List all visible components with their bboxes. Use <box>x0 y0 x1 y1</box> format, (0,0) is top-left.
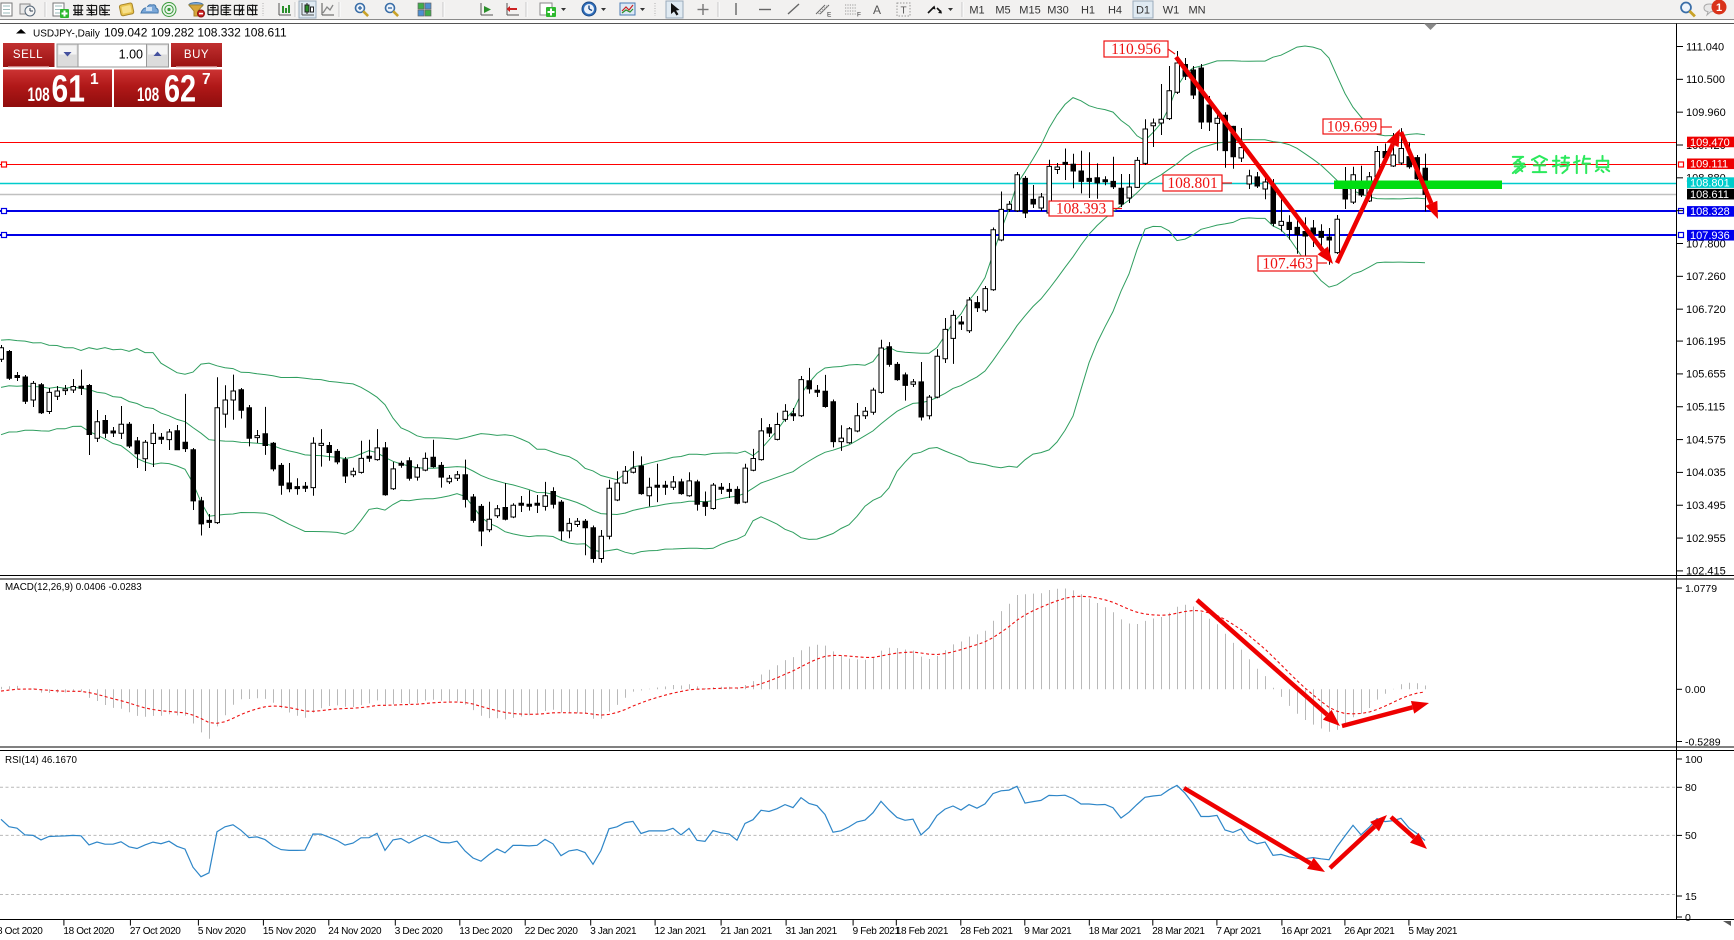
svg-text:H4: H4 <box>1108 5 1122 17</box>
svg-text:108.611: 108.611 <box>1690 189 1729 201</box>
svg-text:26 Apr 2021: 26 Apr 2021 <box>1344 926 1395 937</box>
svg-text:T: T <box>900 6 906 17</box>
svg-text:108.328: 108.328 <box>1690 206 1730 218</box>
svg-text:H1: H1 <box>1081 5 1095 17</box>
svg-text:103.495: 103.495 <box>1686 500 1726 512</box>
svg-text:104.035: 104.035 <box>1686 467 1726 479</box>
svg-text:1: 1 <box>1716 2 1722 14</box>
svg-text:108.393: 108.393 <box>1056 201 1107 218</box>
svg-text:109.470: 109.470 <box>1690 137 1730 149</box>
svg-text:18 Mar 2021: 18 Mar 2021 <box>1089 926 1142 937</box>
svg-text:M5: M5 <box>995 5 1010 17</box>
svg-text:102.415: 102.415 <box>1686 566 1726 578</box>
svg-text:13 Dec 2020: 13 Dec 2020 <box>459 926 513 937</box>
svg-text:50: 50 <box>1685 830 1697 842</box>
svg-text:A: A <box>873 3 881 17</box>
svg-text:80: 80 <box>1685 782 1697 794</box>
svg-text:RSI(14) 46.1670: RSI(14) 46.1670 <box>5 755 77 766</box>
svg-text:24 Nov 2020: 24 Nov 2020 <box>328 926 382 937</box>
svg-text:107.260: 107.260 <box>1686 271 1726 283</box>
svg-text:M15: M15 <box>1019 5 1040 17</box>
svg-text:D1: D1 <box>1136 5 1150 17</box>
svg-text:109.960: 109.960 <box>1686 107 1726 119</box>
svg-text:1.00: 1.00 <box>119 48 143 62</box>
svg-text:7 Apr 2021: 7 Apr 2021 <box>1216 926 1262 937</box>
svg-text:109.111: 109.111 <box>1690 159 1728 171</box>
svg-text:15 Nov 2020: 15 Nov 2020 <box>263 926 317 937</box>
svg-text:SELL: SELL <box>13 49 43 61</box>
svg-text:5 Nov 2020: 5 Nov 2020 <box>198 926 246 937</box>
svg-text:105.655: 105.655 <box>1686 369 1726 381</box>
svg-text:15: 15 <box>1685 891 1697 903</box>
svg-text:22 Dec 2020: 22 Dec 2020 <box>525 926 579 937</box>
svg-text:28 Mar 2021: 28 Mar 2021 <box>1152 926 1205 937</box>
svg-text:27 Oct 2020: 27 Oct 2020 <box>130 926 181 937</box>
svg-text:102.955: 102.955 <box>1686 533 1726 545</box>
svg-text:107.936: 107.936 <box>1690 230 1730 242</box>
svg-text:16 Apr 2021: 16 Apr 2021 <box>1281 926 1332 937</box>
svg-text:62: 62 <box>164 68 196 111</box>
svg-text:8 Oct 2020: 8 Oct 2020 <box>0 926 43 937</box>
svg-text:M1: M1 <box>969 5 984 17</box>
svg-text:111.040: 111.040 <box>1686 41 1724 53</box>
svg-text:18 Feb 2021: 18 Feb 2021 <box>896 926 949 937</box>
svg-text:3 Dec 2020: 3 Dec 2020 <box>395 926 443 937</box>
svg-text:5 May 2021: 5 May 2021 <box>1408 926 1458 937</box>
svg-text:109.699: 109.699 <box>1327 119 1378 136</box>
svg-text:109.042 109.282 108.332 108.61: 109.042 109.282 108.332 108.611 <box>104 26 287 40</box>
svg-text:108: 108 <box>137 85 159 106</box>
svg-text:12 Jan 2021: 12 Jan 2021 <box>655 926 707 937</box>
svg-text:61: 61 <box>52 68 85 110</box>
svg-text:31 Jan 2021: 31 Jan 2021 <box>786 926 838 937</box>
svg-text:110.500: 110.500 <box>1686 74 1725 86</box>
svg-text:MACD(12,26,9) 0.0406 -0.0283: MACD(12,26,9) 0.0406 -0.0283 <box>5 582 142 593</box>
svg-text:E: E <box>827 12 832 19</box>
svg-text:110.956: 110.956 <box>1111 41 1161 58</box>
svg-text:7: 7 <box>202 71 211 88</box>
svg-text:0.00: 0.00 <box>1685 684 1706 696</box>
svg-text:107.463: 107.463 <box>1262 256 1313 273</box>
svg-text:28 Feb 2021: 28 Feb 2021 <box>960 926 1013 937</box>
svg-text:F: F <box>857 12 861 19</box>
svg-text:9 Feb 2021: 9 Feb 2021 <box>853 926 901 937</box>
svg-text:105.115: 105.115 <box>1686 402 1725 414</box>
svg-text:MN: MN <box>1188 5 1205 17</box>
svg-text:9 Mar 2021: 9 Mar 2021 <box>1024 926 1072 937</box>
svg-text:3 Jan 2021: 3 Jan 2021 <box>590 926 637 937</box>
svg-text:21 Jan 2021: 21 Jan 2021 <box>721 926 773 937</box>
svg-text:1.0779: 1.0779 <box>1685 583 1717 595</box>
svg-text:108.801: 108.801 <box>1167 175 1217 192</box>
svg-text:106.720: 106.720 <box>1686 304 1726 316</box>
svg-text:W1: W1 <box>1163 5 1180 17</box>
svg-text:106.195: 106.195 <box>1686 336 1726 348</box>
svg-text:0: 0 <box>1685 912 1691 924</box>
svg-text:108: 108 <box>28 85 50 106</box>
svg-text:18 Oct 2020: 18 Oct 2020 <box>63 926 114 937</box>
svg-text:100: 100 <box>1685 754 1703 766</box>
svg-text:108.801: 108.801 <box>1690 177 1730 189</box>
svg-text:-0.5289: -0.5289 <box>1685 736 1721 748</box>
svg-text:M30: M30 <box>1047 5 1068 17</box>
svg-text:107.800: 107.800 <box>1686 238 1726 250</box>
svg-text:USDJPY-,Daily: USDJPY-,Daily <box>33 29 100 40</box>
svg-text:104.575: 104.575 <box>1686 434 1726 446</box>
svg-text:BUY: BUY <box>184 49 209 61</box>
svg-text:1: 1 <box>90 71 99 88</box>
